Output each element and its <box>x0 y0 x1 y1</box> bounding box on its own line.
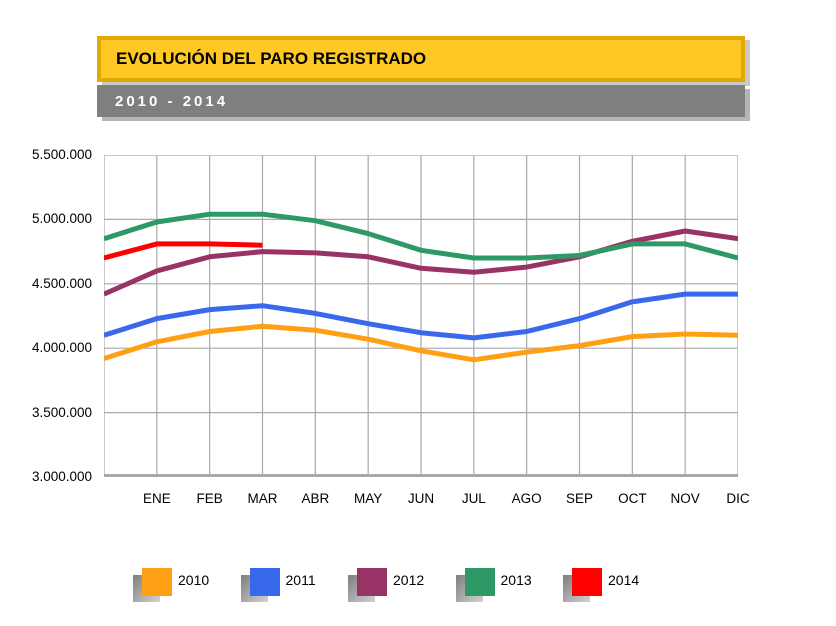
chart-subtitle: 2010 - 2014 <box>115 92 229 110</box>
y-tick-label: 4.000.000 <box>31 340 92 356</box>
legend-item-2014: 2014 <box>563 568 668 608</box>
legend-label-2013: 2013 <box>500 572 532 588</box>
legend-swatch-2012 <box>357 568 387 596</box>
chart-title-bar: EVOLUCIÓN DEL PARO REGISTRADO <box>97 36 745 82</box>
legend-label-2011: 2011 <box>285 572 316 588</box>
legend-swatch-2011 <box>249 568 280 596</box>
x-tick-label-ago: AGO <box>511 491 542 506</box>
chart-title: EVOLUCIÓN DEL PARO REGISTRADO <box>116 49 427 68</box>
legend-label-2012: 2012 <box>393 572 425 588</box>
legend-item-2013: 2013 <box>455 568 561 608</box>
x-tick-label-jun: JUN <box>407 491 435 506</box>
x-tick-label-jul: JUL <box>461 491 486 506</box>
y-tick-label: 4.500.000 <box>31 275 92 291</box>
x-tick-label-ene: ENE <box>142 491 171 506</box>
series-line-2014 <box>103 241 263 261</box>
legend-swatch-2014 <box>572 568 602 596</box>
line-chart <box>102 154 740 478</box>
legend-item-2010: 2010 <box>133 568 238 608</box>
legend-item-2012: 2012 <box>348 568 453 608</box>
y-tick-label: 3.500.000 <box>31 404 92 420</box>
legend-label-2014: 2014 <box>608 572 640 588</box>
x-tick-label-sep: SEP <box>565 491 593 506</box>
legend-swatch-2013 <box>464 568 495 596</box>
x-tick-label-nov: NOV <box>670 491 700 506</box>
legend-swatch-2010 <box>142 568 172 596</box>
x-tick-label-abr: ABR <box>301 491 330 506</box>
chart-subtitle-bar: 2010 - 2014 <box>97 85 745 117</box>
x-tick-label-dic: DIC <box>726 491 750 506</box>
y-tick-label: 5.000.000 <box>31 211 92 227</box>
x-tick-label-mar: MAR <box>247 491 278 506</box>
series-line-2013 <box>103 211 739 261</box>
y-tick-label: 5.500.000 <box>31 147 92 162</box>
legend-label-2010: 2010 <box>178 572 210 588</box>
series-line-2012 <box>102 228 739 297</box>
series-line-2010 <box>103 323 739 363</box>
legend-item-2011: 2011 <box>240 568 346 608</box>
x-tick-label-oct: OCT <box>618 491 647 506</box>
x-tick-label-may: MAY <box>354 491 383 506</box>
series-line-2011 <box>103 291 738 341</box>
x-tick-label-feb: FEB <box>196 491 223 506</box>
chart-plot-area <box>102 154 740 478</box>
y-tick-label: 3.000.000 <box>31 469 92 484</box>
